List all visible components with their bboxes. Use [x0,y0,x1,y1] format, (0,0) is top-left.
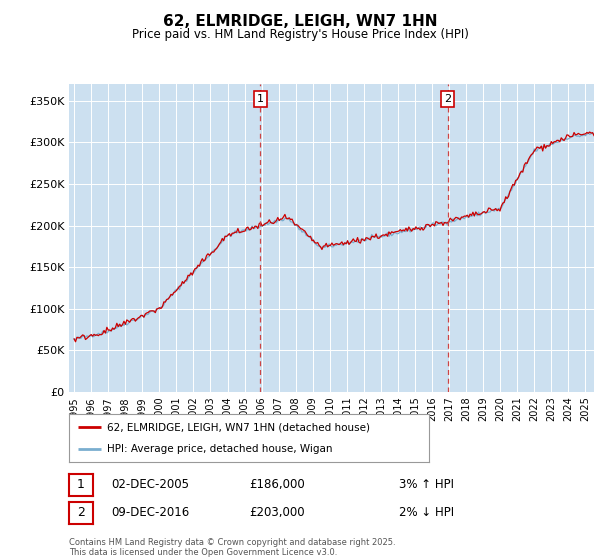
Text: 2: 2 [444,94,451,104]
Text: 1: 1 [257,94,264,104]
Text: £203,000: £203,000 [249,506,305,519]
Text: 62, ELMRIDGE, LEIGH, WN7 1HN: 62, ELMRIDGE, LEIGH, WN7 1HN [163,14,437,29]
Text: Price paid vs. HM Land Registry's House Price Index (HPI): Price paid vs. HM Land Registry's House … [131,28,469,41]
Text: 02-DEC-2005: 02-DEC-2005 [111,478,189,491]
Text: 2% ↓ HPI: 2% ↓ HPI [399,506,454,519]
Text: 1: 1 [77,478,85,492]
Text: £186,000: £186,000 [249,478,305,491]
Text: 3% ↑ HPI: 3% ↑ HPI [399,478,454,491]
Text: Contains HM Land Registry data © Crown copyright and database right 2025.
This d: Contains HM Land Registry data © Crown c… [69,538,395,557]
Text: 62, ELMRIDGE, LEIGH, WN7 1HN (detached house): 62, ELMRIDGE, LEIGH, WN7 1HN (detached h… [107,422,370,432]
Text: HPI: Average price, detached house, Wigan: HPI: Average price, detached house, Wiga… [107,444,332,454]
Text: 2: 2 [77,506,85,520]
Text: 09-DEC-2016: 09-DEC-2016 [111,506,189,519]
